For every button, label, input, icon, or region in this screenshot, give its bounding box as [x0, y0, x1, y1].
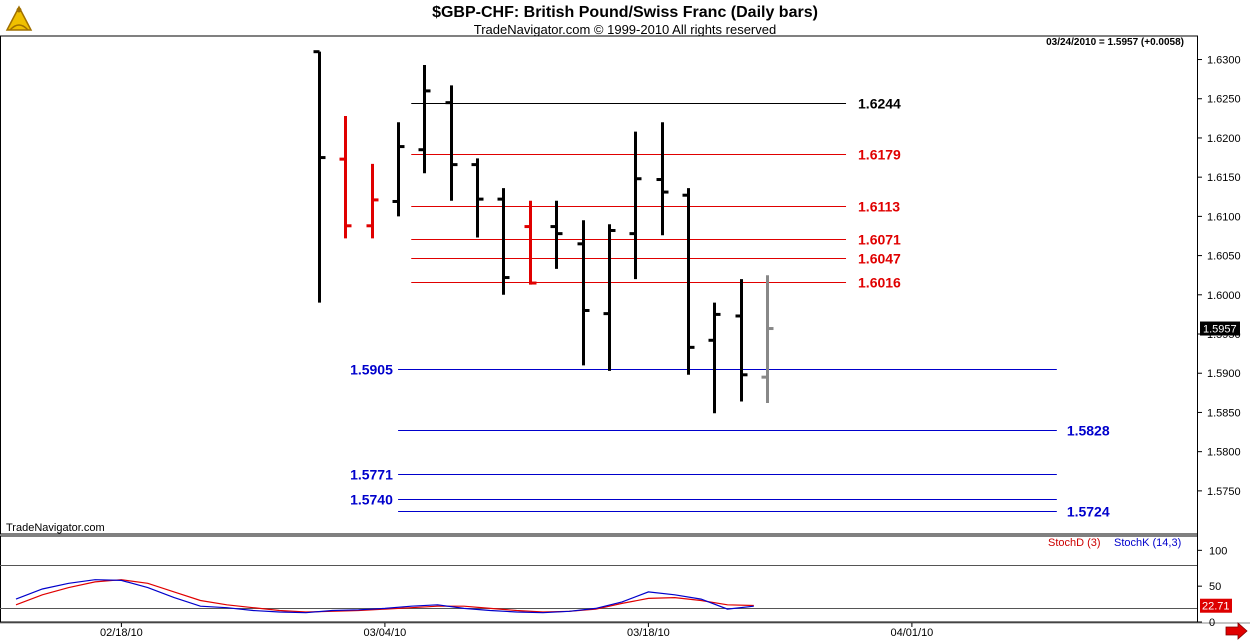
level-label: 1.6016 [858, 275, 901, 291]
last-price-marker [1200, 321, 1240, 336]
ohlc-bar [418, 65, 431, 174]
y-tick-label: 1.5800 [1207, 447, 1241, 459]
osc-series-line [15, 579, 754, 614]
legend-stoch-k: StochK (14,3) [1114, 537, 1182, 549]
osc-y-tick-label: 50 [1209, 581, 1221, 593]
x-tick-label: 03/18/10 [627, 627, 670, 639]
level-label: 1.6113 [858, 199, 900, 215]
level-label: 1.6244 [858, 96, 901, 112]
ohlc-bar [577, 220, 590, 366]
level-label: 1.5828 [1067, 423, 1110, 439]
osc-y-tick-label: 100 [1209, 545, 1227, 557]
y-tick-label: 1.6200 [1207, 133, 1241, 145]
chart-subtitle: TradeNavigator.com © 1999-2010 All right… [473, 22, 777, 37]
last-quote: 03/24/2010 = 1.5957 (+0.0058) [1046, 37, 1184, 48]
osc-series-line [15, 579, 754, 613]
osc-y-tick-label: 0 [1209, 617, 1215, 629]
right-arrow-icon[interactable] [1225, 622, 1248, 640]
ohlc-bar [656, 122, 669, 236]
ohlc-bar [339, 115, 352, 239]
y-tick-label: 1.6250 [1207, 94, 1241, 106]
x-axis-band [0, 624, 1250, 643]
x-tick-label: 03/04/10 [363, 627, 406, 639]
oscillator-panel-frame [0, 535, 1198, 623]
ohlc-bar [629, 131, 642, 280]
sextant-logo-icon [4, 4, 34, 34]
ohlc-bar [550, 200, 563, 269]
level-label: 1.5724 [1067, 504, 1110, 520]
ohlc-bar [682, 188, 695, 375]
osc-last-label: 22.71 [1202, 601, 1230, 613]
level-label: 1.6071 [858, 232, 901, 248]
ohlc-bar [735, 279, 748, 402]
osc-last-marker [1200, 598, 1232, 613]
level-label: 1.5771 [350, 467, 393, 483]
level-label: 1.6179 [858, 147, 901, 163]
y-tick-label: 1.6300 [1207, 55, 1241, 67]
ohlc-bar [761, 275, 774, 404]
y-tick-label: 1.6100 [1207, 211, 1241, 223]
ohlc-bar [471, 158, 484, 238]
ohlc-bar [497, 188, 510, 295]
x-tick-label: 04/01/10 [890, 627, 933, 639]
y-tick-label: 1.6150 [1207, 172, 1241, 184]
ohlc-bar [445, 85, 458, 201]
ohlc-bar [524, 200, 537, 285]
ohlc-bar [603, 224, 616, 371]
y-tick-label: 1.6050 [1207, 251, 1241, 263]
ohlc-bar [313, 50, 326, 303]
y-tick-label: 1.6000 [1207, 290, 1241, 302]
level-label: 1.5740 [350, 492, 393, 508]
level-label: 1.5905 [350, 362, 393, 378]
level-label: 1.6047 [858, 251, 901, 267]
y-tick-label: 1.5900 [1207, 368, 1241, 380]
brand-label: TradeNavigator.com [6, 522, 105, 534]
ohlc-bar [366, 163, 379, 239]
ohlc-bar [708, 302, 721, 414]
chart-title: $GBP-CHF: British Pound/Swiss Franc (Dai… [432, 4, 818, 21]
x-tick-label: 02/18/10 [100, 627, 143, 639]
ohlc-bar [392, 122, 405, 217]
legend-stoch-d: StochD (3) [1048, 537, 1101, 549]
price-panel-frame [0, 35, 1198, 535]
y-tick-label: 1.5850 [1207, 407, 1241, 419]
y-tick-label: 1.5750 [1207, 486, 1241, 498]
last-price-label: 1.5957 [1203, 324, 1237, 336]
